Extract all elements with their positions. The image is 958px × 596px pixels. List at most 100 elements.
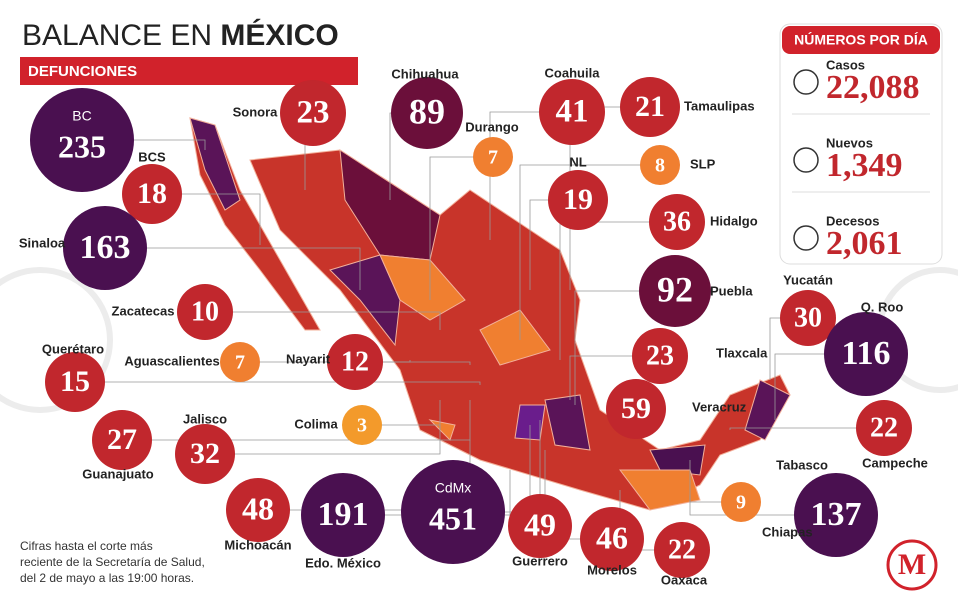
state-value: 59	[621, 392, 651, 425]
state-bubble	[280, 80, 346, 146]
footnote-line: Cifras hasta el corte más	[20, 539, 153, 553]
state-bubble	[856, 400, 912, 456]
state-bubble	[721, 482, 761, 522]
state-value: 191	[318, 496, 369, 533]
state-name: Chiapas	[762, 524, 813, 539]
state-bubble	[177, 284, 233, 340]
state-name: Q. Roo	[861, 299, 904, 314]
state-value: 451	[429, 501, 477, 537]
state-name: Sinaloa	[19, 235, 66, 250]
state-name: Aguascalientes	[124, 353, 219, 368]
state-value: 41	[556, 94, 589, 130]
state-value: 27	[107, 423, 137, 456]
state-value: 23	[646, 340, 674, 371]
stat-label: Nuevos	[826, 135, 873, 150]
state-value: 3	[357, 415, 367, 437]
title: BALANCE EN MÉXICO	[22, 18, 339, 52]
state-name: Sonora	[233, 104, 279, 119]
stats-header-bar	[782, 26, 940, 54]
state-bubble	[220, 342, 260, 382]
state-bubble	[654, 522, 710, 578]
leader-line	[519, 164, 660, 340]
state-name: Zacatecas	[112, 303, 175, 318]
leader-line	[205, 311, 441, 330]
state-name: Jalisco	[183, 411, 227, 426]
state-name: Morelos	[587, 562, 637, 577]
stat-value: 2,061	[826, 225, 903, 262]
stat-value: 22,088	[826, 69, 920, 106]
state-name: Guerrero	[512, 553, 568, 568]
state-name: Colima	[294, 416, 338, 431]
state-name: Michoacán	[224, 537, 291, 552]
state-value: 163	[80, 229, 131, 266]
state-value: 18	[137, 177, 167, 210]
title-bold: MÉXICO	[220, 18, 338, 52]
state-value: 9	[736, 492, 746, 514]
state-bubble	[640, 145, 680, 185]
state-value: 7	[488, 147, 498, 169]
state-name: Yucatán	[783, 272, 833, 287]
leader-line	[75, 381, 481, 385]
state-value: 92	[657, 269, 693, 309]
state-bubble	[473, 137, 513, 177]
state-name: BCS	[138, 149, 166, 164]
state-name: Guanajuato	[82, 466, 154, 481]
leader-line	[569, 355, 660, 400]
leader-line	[240, 361, 471, 365]
leader-line	[105, 247, 361, 290]
state-value: 23	[297, 95, 330, 131]
stat-value: 1,349	[826, 147, 903, 184]
state-name: Querétaro	[42, 341, 104, 356]
state-value: 7	[235, 352, 245, 374]
state-bubble	[539, 79, 605, 145]
state-name: Campeche	[862, 455, 928, 470]
state-name: NL	[569, 154, 586, 169]
state-bubble	[620, 77, 680, 137]
state-bubble	[824, 312, 908, 396]
state-value: 22	[870, 412, 898, 443]
state-value: 30	[794, 302, 822, 333]
state-value: 49	[524, 506, 556, 542]
leader-line	[729, 427, 884, 430]
state-name: Coahuila	[545, 65, 601, 80]
state-bubble	[780, 290, 836, 346]
footnote-line: del 2 de mayo a las 19:00 horas.	[20, 571, 194, 585]
state-value: 15	[60, 365, 90, 398]
state-value: 19	[563, 183, 593, 216]
stat-label: Decesos	[826, 213, 879, 228]
state-bubble	[508, 494, 572, 558]
state-value: 137	[811, 496, 862, 533]
state-bubble	[401, 460, 505, 564]
subtitle-bar	[20, 57, 358, 85]
state-value: 10	[191, 296, 219, 327]
state-bubble	[45, 352, 105, 412]
state-value: 22	[668, 534, 696, 565]
state-value: 32	[190, 437, 220, 470]
state-value: 89	[409, 91, 445, 131]
logo-mark: M	[898, 548, 926, 581]
stat-icon	[793, 225, 819, 251]
state-bubble	[301, 473, 385, 557]
state-bubble	[632, 328, 688, 384]
state-bubble	[548, 170, 608, 230]
state-bubble	[391, 77, 463, 149]
state-bubble	[606, 379, 666, 439]
stat-icon	[793, 69, 819, 95]
state-name: Edo. México	[305, 555, 381, 570]
state-bubble	[649, 194, 705, 250]
state-bubble	[175, 424, 235, 484]
state-value: 116	[841, 335, 890, 372]
state-name: Nayarit	[286, 351, 331, 366]
state-bubble	[63, 206, 147, 290]
logo	[886, 539, 938, 591]
state-name: Hidalgo	[710, 213, 758, 228]
state-name: SLP	[690, 156, 716, 171]
leader-line	[689, 460, 836, 516]
state-bubble	[342, 405, 382, 445]
state-value: 36	[663, 206, 691, 237]
state-value: 21	[635, 90, 665, 123]
